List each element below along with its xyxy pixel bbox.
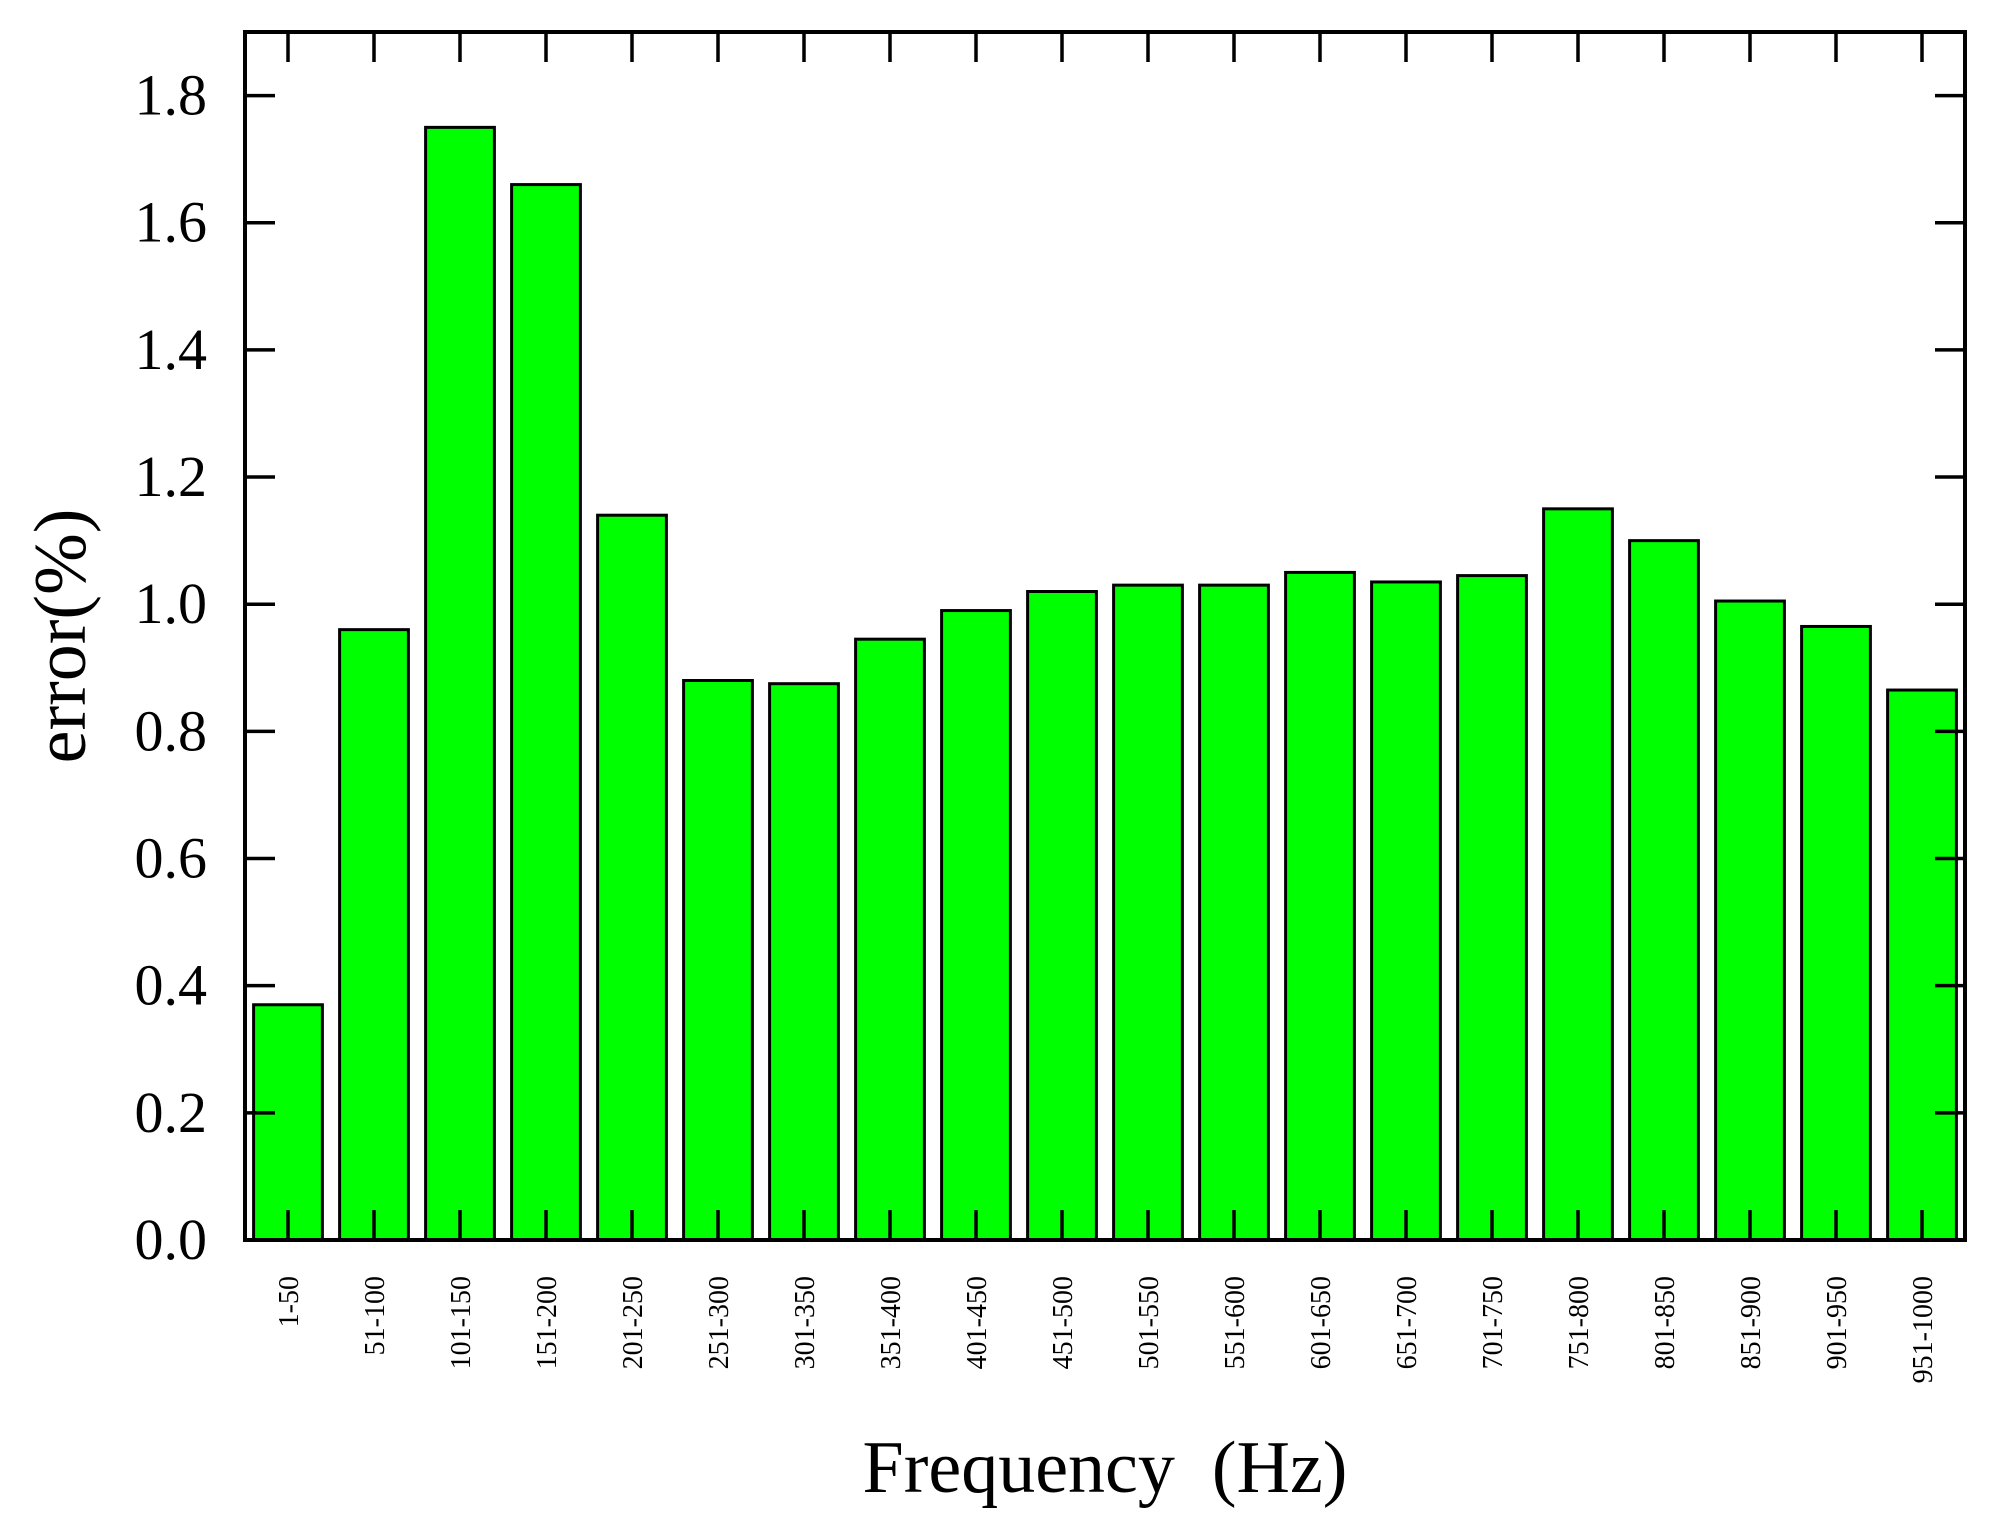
y-tick-label: 0.2	[135, 1080, 208, 1145]
x-tick-label: 501-550	[1134, 1276, 1165, 1369]
x-tick-label: 601-650	[1306, 1276, 1337, 1369]
x-tick-label: 701-750	[1478, 1276, 1509, 1369]
x-tick-label: 201-250	[618, 1276, 649, 1369]
x-tick-label: 651-700	[1392, 1276, 1423, 1369]
bars-group	[252, 125, 1958, 1242]
plot-frame	[243, 30, 1967, 1242]
y-tick-label: 1.4	[135, 317, 208, 382]
bar-201-250	[596, 513, 668, 1242]
bar-801-850	[1628, 539, 1700, 1242]
x-tick-label: 901-950	[1822, 1276, 1853, 1369]
y-axis-title: error(%)	[20, 509, 102, 764]
x-tick-label: 851-900	[1736, 1276, 1767, 1369]
bar-51-100	[338, 628, 410, 1242]
y-tick-label: 1.2	[135, 444, 208, 509]
bar-251-300	[682, 679, 754, 1242]
x-tick-label: 751-800	[1564, 1276, 1595, 1369]
bar-151-200	[510, 183, 582, 1242]
x-tick-label: 801-850	[1650, 1276, 1681, 1369]
y-tick-label: 1.0	[135, 571, 208, 636]
bar-851-900	[1714, 599, 1786, 1242]
bar-951-1000	[1886, 688, 1958, 1242]
y-tick-label: 1.8	[135, 63, 208, 128]
y-tick-label: 0.8	[135, 698, 208, 763]
x-tick-label: 951-1000	[1908, 1276, 1939, 1383]
x-tick-label: 401-450	[962, 1276, 993, 1369]
x-tick-label: 301-350	[790, 1276, 821, 1369]
x-tick-label: 101-150	[446, 1276, 477, 1369]
bar-501-550	[1112, 583, 1184, 1242]
ticks-group	[245, 32, 1965, 1242]
y-tick-label: 0.4	[135, 953, 208, 1018]
bar-751-800	[1542, 507, 1614, 1242]
x-tick-label: 1-50	[274, 1276, 305, 1327]
bar-1-50	[252, 1003, 324, 1242]
bar-401-450	[940, 609, 1012, 1242]
x-tick-labels: 1-50 51-100 101-150 151-200 201-250 251-300 30…	[274, 1276, 1939, 1383]
bar-101-150	[424, 125, 496, 1242]
bar-701-750	[1456, 574, 1528, 1242]
x-axis-title: Frequency (Hz)	[863, 1427, 1348, 1509]
x-tick-label: 351-400	[876, 1276, 907, 1369]
bar-901-950	[1800, 624, 1872, 1242]
y-tick-labels: 0.0 0.2 0.4 0.6 0.8 1.0 1.2 1.4 1.6 1.8	[135, 63, 208, 1272]
bar-601-650	[1284, 570, 1356, 1242]
bar-451-500	[1026, 589, 1098, 1242]
bar-351-400	[854, 637, 926, 1242]
x-tick-label: 151-200	[532, 1276, 563, 1369]
x-tick-label: 251-300	[704, 1276, 735, 1369]
x-tick-label: 51-100	[360, 1276, 391, 1355]
y-tick-label: 1.6	[135, 190, 208, 255]
x-tick-label: 451-500	[1048, 1276, 1079, 1369]
x-tick-label: 551-600	[1220, 1276, 1251, 1369]
y-tick-label: 0.6	[135, 826, 208, 891]
bar-551-600	[1198, 583, 1270, 1242]
bar-651-700	[1370, 580, 1442, 1242]
y-tick-label: 0.0	[135, 1207, 208, 1272]
bar-301-350	[768, 682, 840, 1242]
